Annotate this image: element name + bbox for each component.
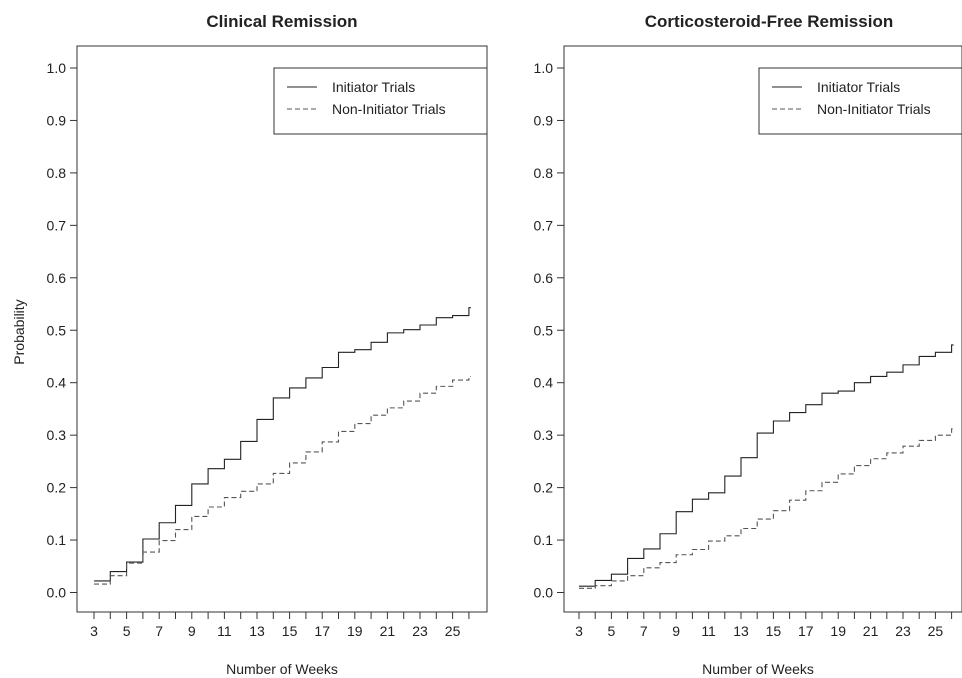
x-tick-label: 11 (701, 623, 716, 639)
x-tick-label: 17 (314, 623, 330, 639)
x-tick-label: 15 (282, 623, 298, 639)
x-tick-label: 23 (895, 623, 911, 639)
plot-frame (563, 45, 962, 613)
y-tick-label: 0.1 (534, 532, 554, 548)
y-tick-label: 0.6 (47, 270, 67, 286)
series-line-non-initiator (579, 428, 954, 589)
x-axis-label: Number of Weeks (702, 661, 814, 677)
x-tick-label: 9 (672, 623, 680, 639)
x-tick-label: 19 (830, 623, 846, 639)
x-tick-label: 9 (188, 623, 196, 639)
y-tick-label: 0.0 (534, 585, 554, 601)
y-tick-label: 1.0 (534, 60, 554, 76)
y-axis-label: Probability (11, 299, 27, 364)
x-tick-label: 7 (640, 623, 648, 639)
x-tick-label: 17 (798, 623, 814, 639)
y-tick-label: 0.9 (534, 112, 554, 128)
x-tick-label: 25 (445, 623, 461, 639)
y-tick-label: 0.2 (47, 480, 67, 496)
x-tick-label: 21 (380, 623, 396, 639)
x-tick-label: 23 (412, 623, 428, 639)
x-axis-label: Number of Weeks (226, 661, 338, 677)
legend-label: Non-Initiator Trials (332, 101, 446, 117)
y-tick-label: 0.8 (47, 165, 67, 181)
plot-frame (76, 45, 488, 613)
legend-label: Non-Initiator Trials (817, 101, 931, 117)
series-line-initiator (94, 307, 471, 582)
x-tick-label: 25 (928, 623, 944, 639)
legend-box (758, 67, 962, 135)
y-tick-label: 0.5 (47, 322, 67, 338)
chart-panel-corticosteroid-free-remission: Corticosteroid-Free Remission 0.0 0.1 0.2 0.… (534, 12, 962, 677)
x-tick-label: 13 (249, 623, 265, 639)
y-tick-label: 0.3 (534, 427, 554, 443)
y-tick-label: 0.2 (534, 480, 554, 496)
y-tick-label: 0.3 (47, 427, 67, 443)
x-tick-label: 5 (123, 623, 131, 639)
x-tick-label: 15 (766, 623, 782, 639)
legend-label: Initiator Trials (332, 79, 415, 95)
y-tick-label: 0.0 (47, 585, 67, 601)
legend-box (273, 67, 488, 135)
y-tick-label: 1.0 (47, 60, 67, 76)
y-tick-label: 0.7 (47, 217, 67, 233)
x-tick-label: 3 (90, 623, 98, 639)
series-line-non-initiator (94, 375, 471, 585)
chart-panel-clinical-remission: Clinical Remission 0.0 0.1 0.2 0.3 0.4 0.5 0.6 0… (47, 12, 488, 677)
y-tick-label: 0.4 (534, 375, 554, 391)
legend-label: Initiator Trials (817, 79, 900, 95)
y-tick-label: 0.1 (47, 532, 67, 548)
x-tick-label: 19 (347, 623, 363, 639)
x-tick-label: 7 (155, 623, 163, 639)
y-tick-label: 0.8 (534, 165, 554, 181)
x-tick-label: 11 (217, 623, 232, 639)
x-tick-label: 13 (733, 623, 749, 639)
chart-title: Clinical Remission (206, 12, 357, 31)
series-line-initiator (579, 344, 954, 587)
y-tick-label: 0.4 (47, 375, 67, 391)
x-tick-label: 5 (608, 623, 616, 639)
y-tick-label: 0.6 (534, 270, 554, 286)
y-tick-label: 0.7 (534, 217, 554, 233)
x-tick-label: 3 (575, 623, 583, 639)
x-tick-label: 21 (863, 623, 879, 639)
y-tick-label: 0.9 (47, 112, 67, 128)
y-tick-label: 0.5 (534, 322, 554, 338)
chart-title: Corticosteroid-Free Remission (645, 12, 893, 31)
